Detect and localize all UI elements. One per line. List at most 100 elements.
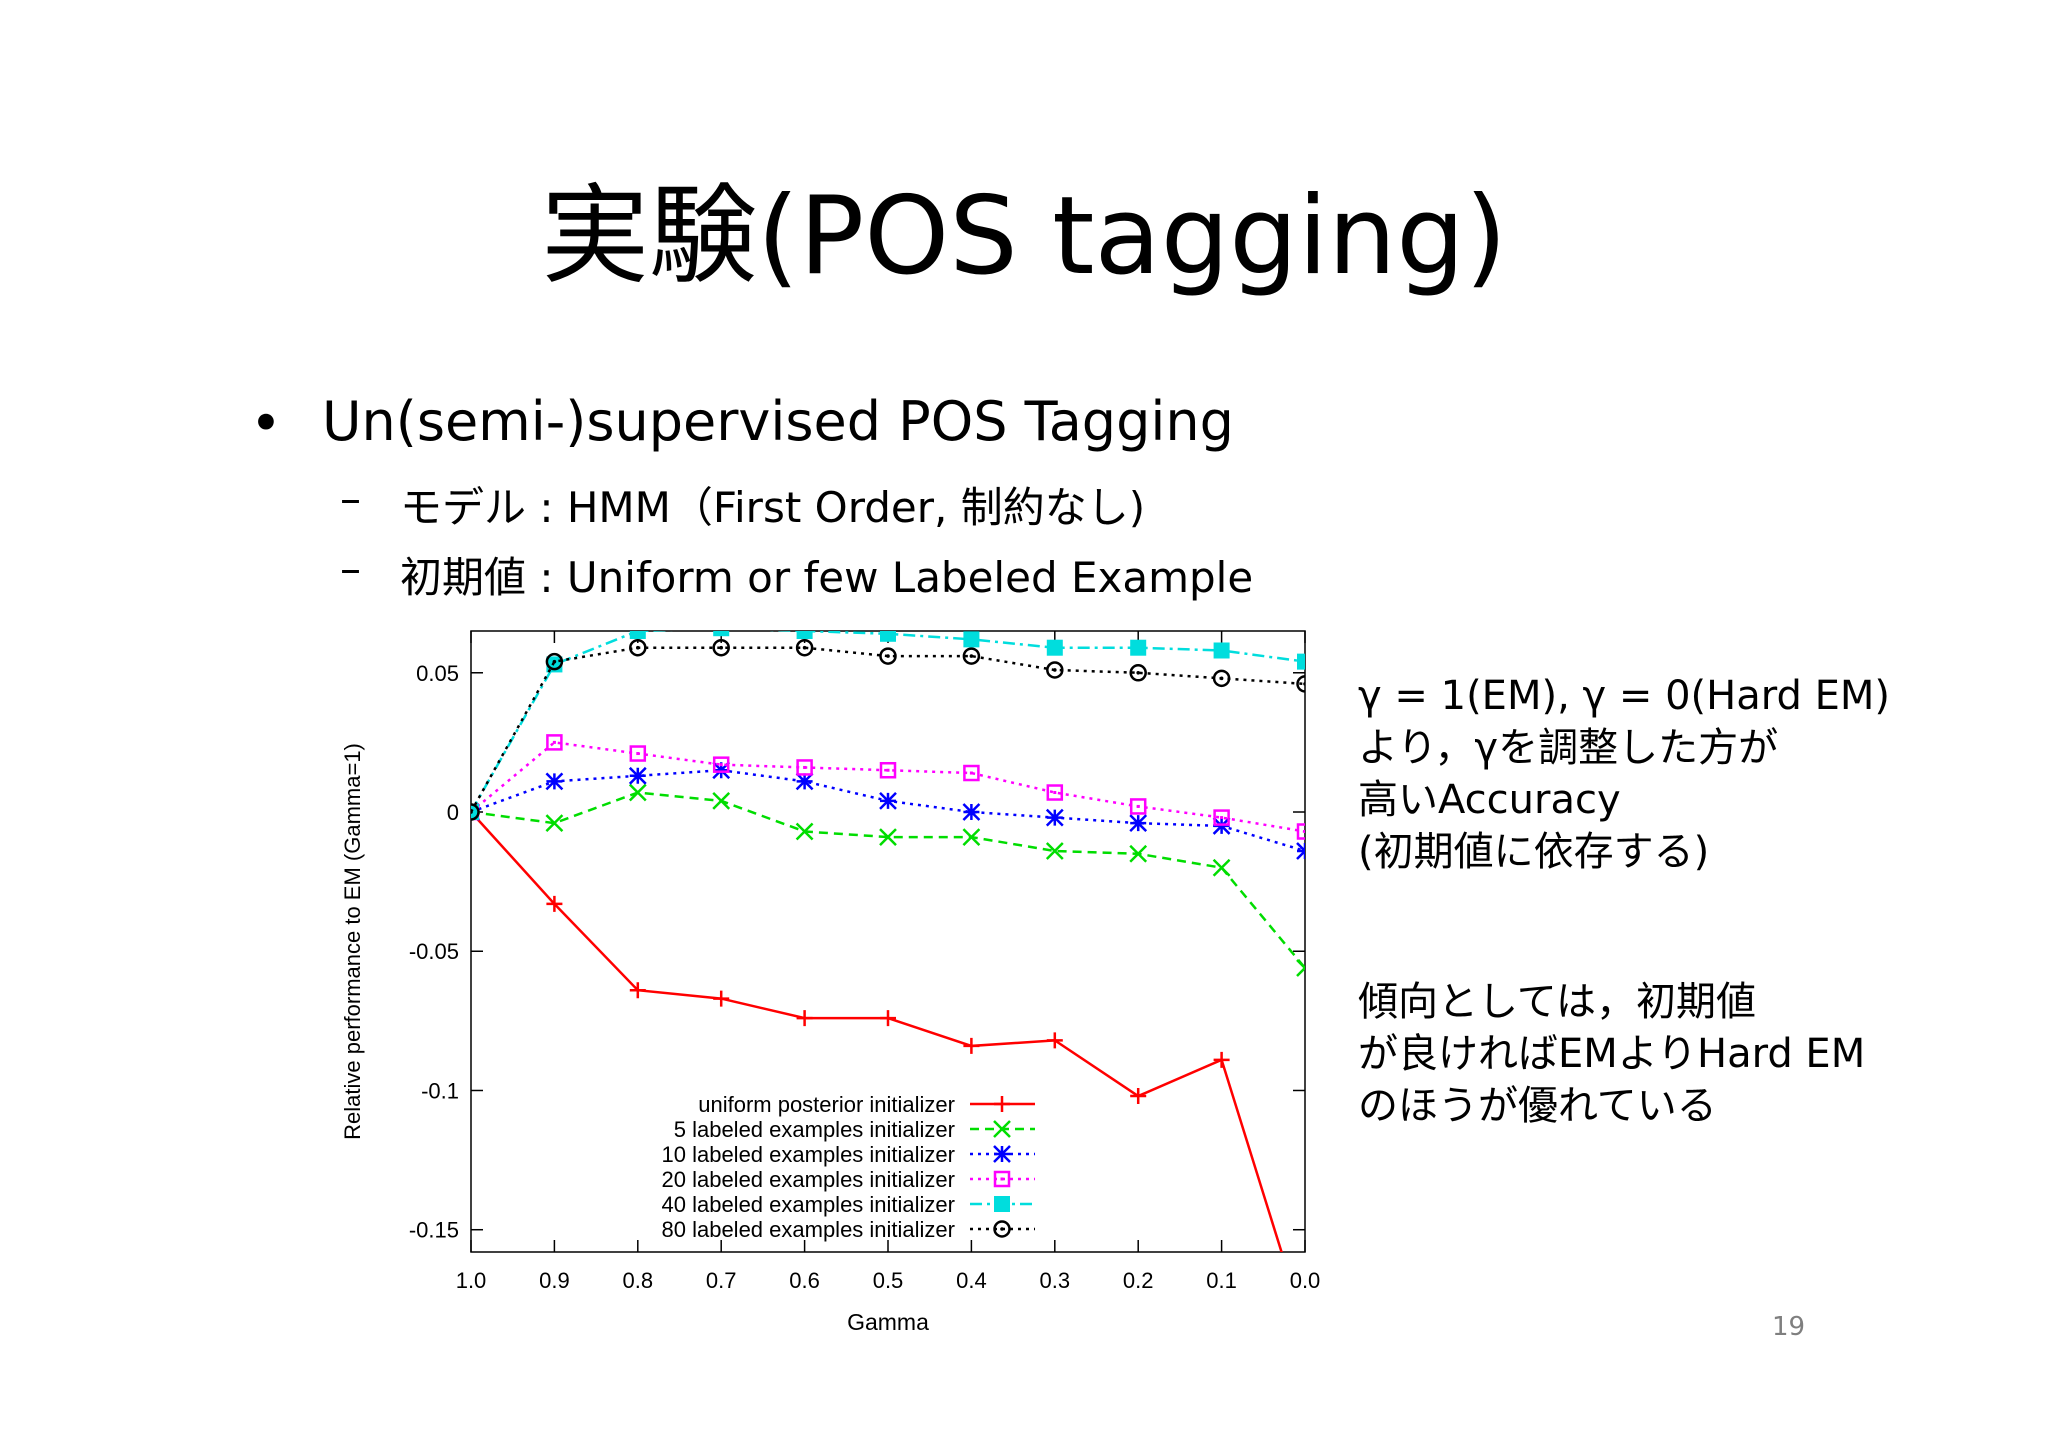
y-tick-label: -0.15	[409, 1218, 459, 1243]
data-point	[712, 791, 731, 810]
data-point	[629, 745, 647, 762]
x-tick-label: 0.3	[1040, 1268, 1071, 1293]
data-point	[712, 638, 730, 657]
data-point	[471, 804, 479, 821]
data-point-center	[636, 645, 640, 650]
series-2	[471, 761, 1305, 860]
data-point	[1045, 842, 1064, 860]
data-point-center	[636, 752, 640, 756]
data-point-center	[1219, 676, 1224, 681]
data-point-center	[1053, 668, 1057, 672]
legend-marker	[993, 1120, 1011, 1138]
data-point	[1212, 817, 1231, 835]
sub-bullet-marker: –	[340, 474, 361, 523]
series-line	[471, 791, 1305, 969]
data-point	[796, 759, 813, 776]
data-point	[545, 772, 564, 791]
data-point-center	[1053, 791, 1057, 795]
data-point	[1297, 653, 1305, 670]
data-point	[795, 772, 814, 791]
annotation-line: が良ければEMよりHard EM	[1358, 1031, 1866, 1077]
data-point-center	[719, 645, 723, 650]
page-number: 19	[1772, 1312, 1806, 1342]
data-point	[880, 631, 896, 642]
x-tick-label: 0.0	[1290, 1268, 1321, 1293]
legend-marker	[994, 1196, 1010, 1212]
data-point-center	[802, 645, 807, 650]
y-tick-label: -0.05	[409, 939, 459, 964]
data-point	[471, 803, 480, 821]
legend-label: 40 labeled examples initializer	[662, 1192, 956, 1217]
series-line	[471, 741, 1305, 833]
data-point	[1045, 808, 1064, 827]
x-axis-label: Gamma	[847, 1309, 929, 1335]
legend-marker-center	[1000, 1227, 1004, 1231]
data-point	[1129, 814, 1148, 833]
data-point	[545, 814, 564, 833]
data-point	[1129, 798, 1147, 815]
data-point	[963, 1037, 980, 1054]
data-point	[1213, 809, 1230, 826]
data-point	[628, 783, 647, 802]
data-point	[629, 638, 647, 657]
data-point	[880, 1010, 896, 1027]
data-point-center	[969, 654, 974, 658]
data-point	[713, 631, 730, 637]
data-point	[879, 828, 897, 846]
data-point	[712, 761, 731, 780]
data-point	[1129, 844, 1148, 863]
x-tick-label: 0.8	[623, 1268, 654, 1293]
data-point	[1212, 858, 1231, 877]
y-tick-label: -0.1	[421, 1078, 459, 1103]
data-point	[713, 990, 730, 1007]
data-point	[546, 895, 563, 912]
legend-label: 10 labeled examples initializer	[662, 1142, 956, 1167]
series-1	[471, 783, 1305, 977]
sub-bullet-text: 初期値 : Uniform or few Labeled Example	[400, 553, 1254, 602]
data-point	[962, 803, 981, 821]
x-tick-label: 0.6	[789, 1268, 820, 1293]
data-point	[879, 761, 897, 779]
slide-title: 実験(POS tagging)	[541, 174, 1507, 299]
data-point	[1046, 639, 1063, 656]
data-point-center	[1220, 816, 1224, 820]
bullet-marker: •	[250, 392, 282, 455]
data-point	[962, 647, 981, 665]
annotation-line: (初期値に依存する)	[1358, 829, 1710, 875]
data-point	[1129, 664, 1147, 682]
annotation-trend: 傾向としては，初期値 が良ければEMよりHard EM のほうが優れている	[1358, 976, 1865, 1132]
annotation-line: より，γを調整した方が	[1358, 725, 1779, 771]
data-point	[1213, 1051, 1230, 1068]
annotation-line: 傾向としては，初期値	[1358, 979, 1756, 1025]
data-point-center	[969, 771, 973, 775]
x-tick-label: 0.4	[956, 1268, 987, 1293]
data-point	[963, 764, 980, 782]
data-point	[795, 638, 814, 657]
data-point	[1046, 661, 1064, 679]
x-tick-label: 0.1	[1206, 1268, 1237, 1293]
legend-label: uniform posterior initializer	[698, 1092, 955, 1117]
legend-label: 5 labeled examples initializer	[674, 1117, 955, 1142]
x-tick-label: 0.2	[1123, 1268, 1154, 1293]
legend-marker	[993, 1220, 1011, 1238]
bullet-text: Un(semi-)supervised POS Tagging	[322, 390, 1234, 453]
data-point	[879, 647, 897, 665]
data-point-center	[1136, 804, 1140, 808]
y-tick-label: 0.05	[416, 661, 459, 686]
data-point	[962, 828, 981, 846]
data-point	[796, 631, 813, 639]
data-point	[712, 756, 730, 773]
data-point	[629, 982, 646, 999]
data-point	[1046, 1032, 1063, 1049]
data-point	[1046, 784, 1064, 801]
data-point	[1296, 675, 1305, 693]
series-line	[471, 646, 1305, 813]
data-point-center	[1303, 682, 1305, 686]
data-point-center	[1136, 670, 1140, 675]
data-point-center	[552, 659, 557, 664]
data-point	[629, 631, 646, 639]
data-point	[545, 652, 564, 671]
x-tick-label: 0.7	[706, 1268, 737, 1293]
data-point-center	[552, 740, 556, 744]
